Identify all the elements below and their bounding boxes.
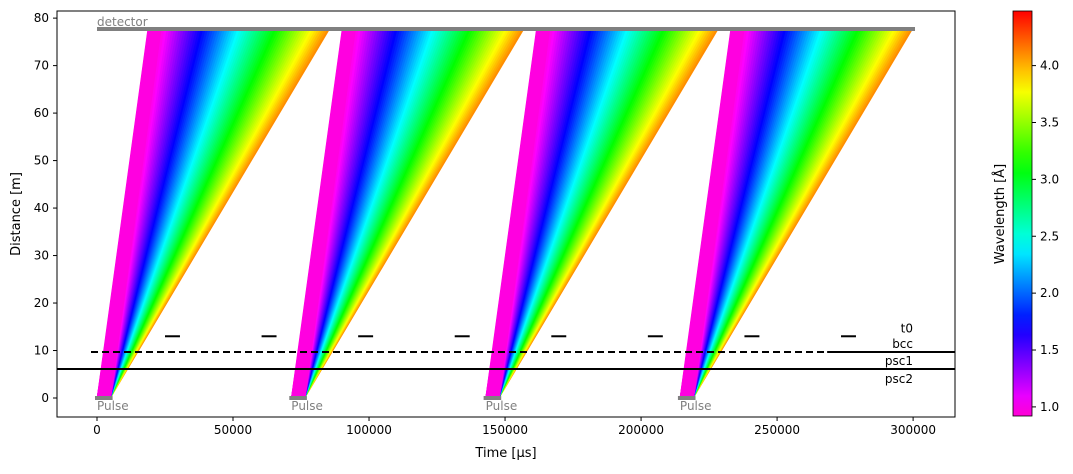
detector-label: detector (97, 15, 148, 29)
y-tick-label: 20 (34, 296, 49, 310)
pulse-label: Pulse (680, 399, 712, 413)
chopper-label-psc2: psc2 (885, 372, 913, 386)
x-tick-label: 200000 (618, 423, 664, 437)
pulse-label: Pulse (291, 399, 323, 413)
x-tick-label: 300000 (890, 423, 936, 437)
colorbar-tick-label: 1.5 (1040, 343, 1059, 357)
colorbar-label: Wavelength [Å] (992, 164, 1008, 264)
y-tick-label: 0 (41, 391, 49, 405)
plot-frame (56, 10, 956, 418)
x-axis: 0 50000 100000 150000 200000 250000 300000 (93, 417, 936, 437)
x-tick-label: 250000 (754, 423, 800, 437)
y-tick-label: 70 (34, 59, 49, 73)
x-tick-label: 100000 (346, 423, 392, 437)
colorbar (1012, 10, 1033, 417)
y-tick-label: 50 (34, 154, 49, 168)
colorbar-tick-label: 2.5 (1040, 229, 1059, 243)
x-axis-label: Time [µs] (474, 446, 536, 461)
pulse-label: Pulse (486, 399, 518, 413)
y-tick-label: 80 (34, 11, 49, 25)
chopper-label-t0: t0 (901, 321, 913, 335)
colorbar-ticks: 1.0 1.5 2.0 2.5 3.0 3.5 4.0 (1032, 59, 1059, 414)
y-tick-label: 40 (34, 201, 49, 215)
overlay-layer: t0 bcc psc1 psc2 detector Pulse Pulse Pulse Puls… (57, 15, 955, 413)
x-tick-label: 0 (93, 423, 101, 437)
y-tick-label: 60 (34, 106, 49, 120)
y-tick-label: 10 (34, 344, 49, 358)
y-axis-label: Distance [m] (9, 172, 24, 256)
colorbar-tick-label: 2.0 (1040, 286, 1059, 300)
colorbar-tick-label: 3.0 (1040, 172, 1059, 186)
colorbar-tick-label: 3.5 (1040, 115, 1059, 129)
chopper-label-psc1: psc1 (885, 354, 913, 368)
y-axis: 0 10 20 30 40 50 60 70 80 (34, 11, 57, 405)
pulse-label: Pulse (97, 399, 129, 413)
chopper-label-bcc: bcc (892, 337, 913, 351)
y-tick-label: 30 (34, 249, 49, 263)
x-tick-label: 150000 (482, 423, 528, 437)
ray-layer (96, 28, 914, 399)
colorbar-tick-label: 1.0 (1040, 400, 1059, 414)
x-tick-label: 50000 (214, 423, 252, 437)
colorbar-tick-label: 4.0 (1040, 59, 1059, 73)
